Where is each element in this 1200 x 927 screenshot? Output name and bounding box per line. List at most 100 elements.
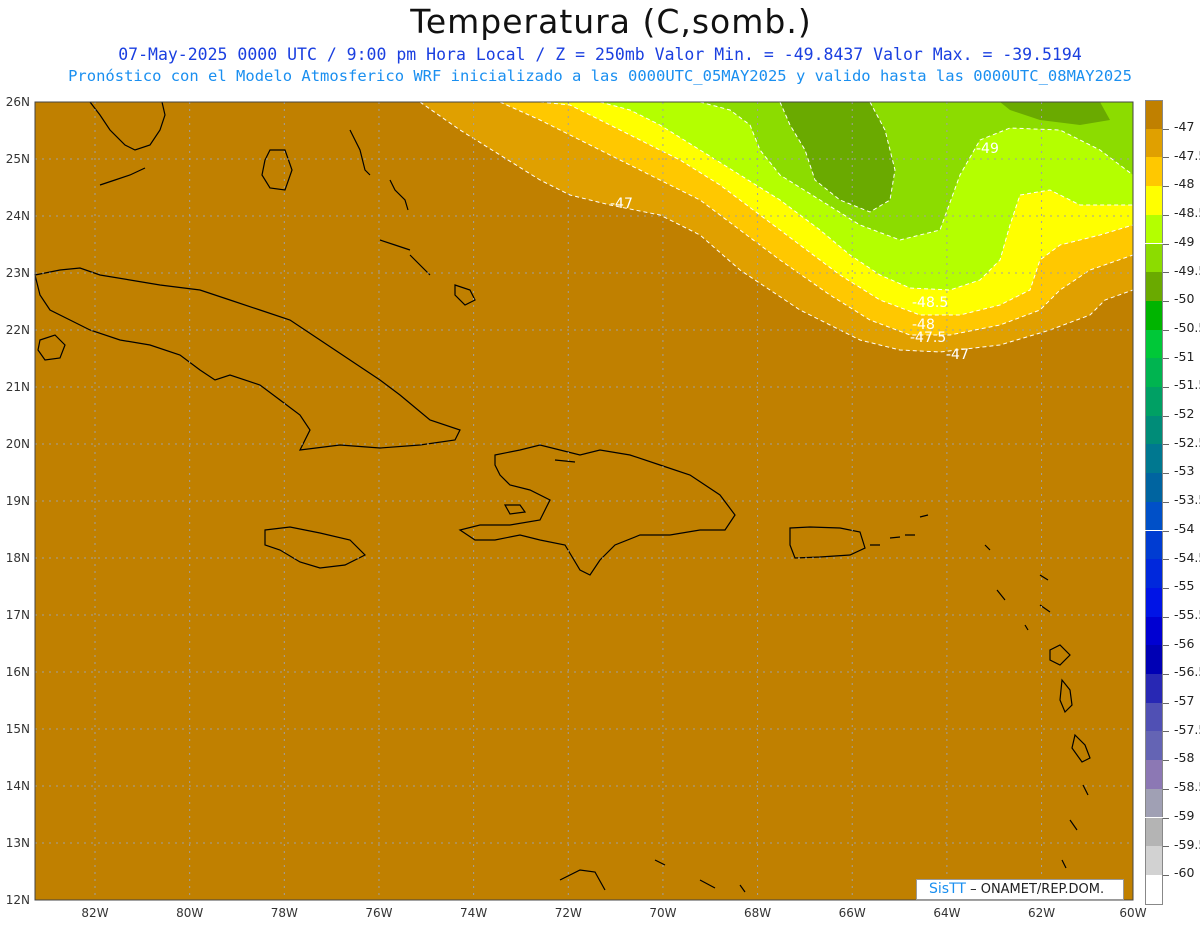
lon-tick-label: 60W <box>1119 906 1146 920</box>
colorbar-segment <box>1145 100 1163 130</box>
lon-tick-label: 76W <box>365 906 392 920</box>
valid-time-line: 07-May-2025 0000 UTC / 9:00 pm Hora Loca… <box>118 45 1082 64</box>
colorbar-tick <box>1163 444 1169 446</box>
colorbar-segment <box>1145 846 1163 875</box>
band-50 <box>780 102 895 212</box>
lon-tick-label: 72W <box>555 906 582 920</box>
colorbar-segment <box>1145 300 1163 330</box>
colorbar-segment <box>1145 214 1163 244</box>
colorbar-segment <box>1145 817 1163 847</box>
colorbar-label: -59.5 <box>1174 836 1200 852</box>
contour-label: -47.5 <box>910 330 946 346</box>
latitude-labels: 26N 25N 24N 23N 22N 21N 20N 19N 18N 17N 16N 15N 14N 1… <box>6 95 30 907</box>
credit-text: – ONAMET/REP.DOM. <box>970 882 1105 897</box>
contour-label-group: -47 -49 -48.5 -48 -47.5 -47 <box>610 141 999 363</box>
puerto-rico-coast <box>789 526 866 559</box>
colorbar-label: -57 <box>1174 693 1195 708</box>
colorbar-label: -60 <box>1174 865 1195 881</box>
colorbar-label: -48.5 <box>1174 205 1200 221</box>
colorbar-label: -50.5 <box>1174 319 1200 335</box>
colorbar-label: -56 <box>1174 635 1195 651</box>
colorbar-tick <box>1163 387 1169 388</box>
colorbar-tick <box>1163 329 1169 331</box>
lesser-antilles <box>984 544 1091 869</box>
colorbar-label: -49 <box>1174 233 1195 249</box>
colorbar-segment <box>1145 272 1163 301</box>
colorbar-tick <box>1163 674 1169 675</box>
colorbar-label: -52.5 <box>1174 434 1200 450</box>
contour-label: -48 <box>912 317 935 333</box>
colorbar-segment <box>1145 616 1163 646</box>
lat-tick-label: 26N <box>6 95 30 109</box>
colorbar-tick <box>1163 214 1169 216</box>
colorbar-label: -47.5 <box>1174 147 1200 163</box>
map-title: Temperatura (C,somb.) <box>410 2 812 41</box>
colorbar-segment <box>1145 530 1163 560</box>
lat-tick-label: 24N <box>6 209 30 223</box>
colorbar-tick <box>1163 874 1169 876</box>
colorbar-tick <box>1163 731 1169 733</box>
colorbar-segment <box>1145 788 1163 818</box>
colorbar-tick <box>1163 788 1169 790</box>
colorbar-tick <box>1163 243 1169 245</box>
lon-tick-label: 66W <box>839 906 866 920</box>
longitude-labels: 82W 80W 78W 76W 74W 72W 70W 68W 66W 64W 62W 60W <box>81 906 1146 920</box>
colorbar-segment <box>1145 473 1163 502</box>
lat-tick-label: 15N <box>6 722 30 736</box>
lat-tick-label: 19N <box>6 494 30 508</box>
colorbar-tick <box>1163 415 1169 417</box>
colorbar-segment <box>1145 243 1163 273</box>
contour-lines <box>419 101 1134 353</box>
colorbar-segment <box>1145 501 1163 531</box>
colorbar-segment <box>1145 874 1163 905</box>
brand-logo: SisTT <box>929 881 966 897</box>
colorbar-segment <box>1145 358 1163 387</box>
colorbar-segment <box>1145 731 1163 761</box>
lon-tick-label: 68W <box>744 906 771 920</box>
colorbar-label: -55 <box>1174 578 1195 594</box>
lon-tick-label: 82W <box>81 906 108 920</box>
colorbar-label: -50 <box>1174 291 1195 307</box>
colorbar-segment <box>1145 760 1163 789</box>
colorbar-tick <box>1163 760 1169 762</box>
colorbar-tick <box>1163 559 1169 561</box>
colorbar-tick <box>1163 846 1169 848</box>
colorbar-tick <box>1163 473 1169 475</box>
tortuga <box>554 459 576 463</box>
colorbar-tick <box>1163 186 1169 188</box>
eleuthera <box>389 179 409 211</box>
colorbar-label: -54 <box>1174 520 1195 536</box>
band-50-ne <box>1000 102 1110 125</box>
colorbar-label: -55.5 <box>1174 606 1200 622</box>
colorbar-tick <box>1163 530 1169 532</box>
colorbar-tick <box>1163 702 1169 704</box>
colorbar-segment <box>1145 415 1163 445</box>
colorbar-tick <box>1163 272 1169 274</box>
lat-tick-label: 25N <box>6 152 30 166</box>
andros-island <box>261 149 293 191</box>
lon-tick-label: 78W <box>271 906 298 920</box>
model-info-line: Pronóstico con el Modelo Atmosferico WRF… <box>68 67 1132 85</box>
colorbar-label: -51 <box>1174 348 1195 364</box>
colorbar-segment <box>1145 559 1163 588</box>
colorbar-label: -59 <box>1174 807 1195 823</box>
colorbar-tick <box>1163 616 1169 618</box>
lon-tick-label: 80W <box>176 906 203 920</box>
lon-tick-label: 62W <box>1028 906 1055 920</box>
cuba-coast <box>34 267 461 451</box>
isla-juventud <box>37 334 66 361</box>
lat-tick-label: 23N <box>6 266 30 280</box>
colorbar-tick <box>1163 358 1169 360</box>
colorbar-label: -48 <box>1174 176 1195 192</box>
florida-keys <box>99 167 146 186</box>
lon-tick-label: 64W <box>933 906 960 920</box>
lat-tick-label: 22N <box>6 323 30 337</box>
lat-tick-label: 12N <box>6 893 30 907</box>
colorbar-label: -47 <box>1174 119 1195 134</box>
lat-tick-label: 21N <box>6 380 30 394</box>
contour-label: -47 <box>946 347 969 363</box>
colorbar-tick <box>1163 501 1169 503</box>
lat-tick-label: 18N <box>6 551 30 565</box>
colorbar-label: -52 <box>1174 406 1195 421</box>
